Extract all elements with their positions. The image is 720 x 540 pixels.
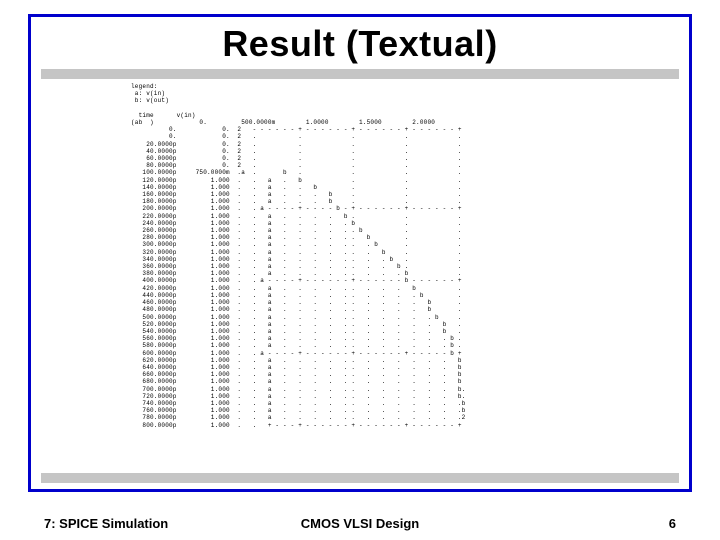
slide-title: Result (Textual) xyxy=(31,23,689,65)
footer-right: 6 xyxy=(669,516,676,531)
footer-center: CMOS VLSI Design xyxy=(0,516,720,531)
divider-bottom xyxy=(41,473,679,483)
spice-output-block: legend: a: v(in) b: v(out) time v(in) (a… xyxy=(131,83,689,429)
slide-frame: Result (Textual) legend: a: v(in) b: v(o… xyxy=(28,14,692,492)
divider-top xyxy=(41,69,679,79)
